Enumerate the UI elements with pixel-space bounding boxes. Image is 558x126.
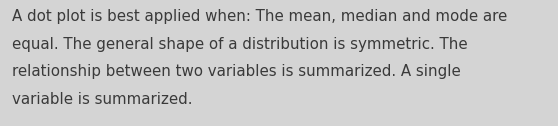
Text: A dot plot is best applied when: The mean, median and mode are: A dot plot is best applied when: The mea… <box>12 9 508 24</box>
Text: variable is summarized.: variable is summarized. <box>12 92 193 107</box>
Text: equal. The general shape of a distribution is symmetric. The: equal. The general shape of a distributi… <box>12 37 468 52</box>
Text: relationship between two variables is summarized. A single: relationship between two variables is su… <box>12 64 461 79</box>
